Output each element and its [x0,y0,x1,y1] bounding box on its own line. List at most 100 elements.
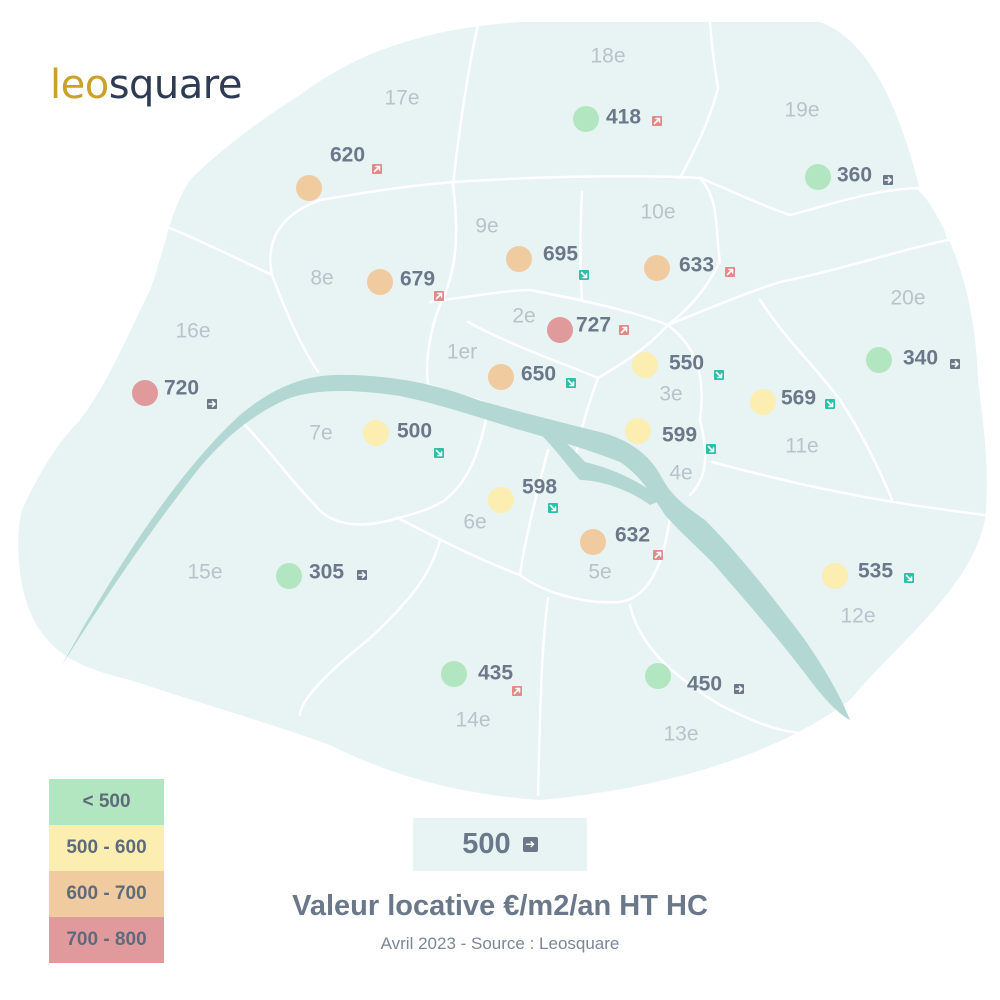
marker-dot [866,347,892,373]
trend-down-icon [434,448,444,458]
marker-value: 633 [679,254,714,277]
arrondissement-label: 15e [187,561,222,584]
rent-marker: 305 [276,561,367,589]
arrondissement-label: 6e [463,511,486,534]
rent-marker: 435 [441,661,522,696]
marker-value: 340 [903,347,938,370]
rent-marker: 727 [547,314,629,343]
rent-marker: 620 [296,144,382,201]
legend-item-500_600: 500 - 600 [49,825,164,871]
rent-marker: 340 [866,347,960,373]
legend-item-lt500: < 500 [49,779,164,825]
rent-marker: 418 [573,106,662,132]
trend-down-icon [714,370,724,380]
arrondissement-label: 9e [475,215,498,238]
marker-value: 679 [400,268,435,291]
legend-label: < 500 [82,791,131,812]
marker-dot [750,389,776,415]
marker-dot [645,663,671,689]
marker-value: 650 [521,363,556,386]
trend-up-icon [434,291,444,301]
trend-up-icon [372,164,382,174]
figure-source: Avril 2023 - Source : Leosquare [380,934,620,953]
trend-up-icon [652,116,662,126]
arrondissement-label: 19e [784,99,819,122]
marker-dot [506,246,532,272]
marker-value: 727 [576,314,611,337]
arrondissement-label: 12e [840,605,875,628]
marker-dot [573,106,599,132]
trend-up-icon [653,550,663,560]
marker-value: 695 [543,243,578,266]
trend-flat-icon [207,399,217,409]
flat-trend-icon: ➜ [522,837,538,852]
marker-value: 500 [397,420,432,443]
logo-part-1: leo [50,62,109,108]
marker-dot [547,317,573,343]
marker-dot [580,529,606,555]
marker-value: 720 [164,377,199,400]
rent-marker: 550 [632,352,724,380]
marker-dot [132,380,158,406]
legend-item-600_700: 600 - 700 [49,871,164,917]
marker-dot [488,487,514,513]
marker-dot [367,269,393,295]
rent-marker: 695 [506,243,589,280]
arrondissement-label: 7e [309,422,332,445]
legend-label: 500 - 600 [66,837,147,858]
marker-value: 418 [606,106,641,129]
marker-dot [625,418,651,444]
arrondissement-label: 3e [659,383,682,406]
arrondissement-label: 2e [512,305,535,328]
marker-value: 632 [615,524,650,547]
marker-value: 620 [330,144,365,167]
logo-part-2: square [108,62,243,108]
trend-up-icon [725,267,735,277]
rent-marker: 632 [580,524,663,560]
trend-down-icon [706,444,716,454]
trend-down-icon [566,378,576,388]
key-value: 500 [462,828,511,860]
rent-marker: 679 [367,268,444,301]
arrondissement-label: 1er [447,341,477,364]
arrondissement-labels: 18e 17e 19e 9e 10e 8e 16e 2e 20e 1er 3e 7e 11e 4e 6e 15… [175,45,925,746]
rent-marker: 569 [750,387,835,415]
rent-marker: 500 [363,420,444,458]
seine-island [525,414,662,505]
marker-dot [441,661,467,687]
trend-up-icon [619,325,629,335]
marker-value: 450 [687,673,722,696]
arrondissement-borders [168,20,987,797]
marker-dot [632,352,658,378]
marker-dot [644,255,670,281]
arrondissement-label: 11e [785,435,818,458]
marker-value: 360 [837,164,872,187]
trend-down-icon [825,399,835,409]
trend-flat-icon [883,175,893,185]
arrondissement-label: 17e [384,87,419,110]
marker-dot [296,175,322,201]
marker-dot [805,164,831,190]
trend-down-icon [548,503,558,513]
rent-marker: 599 [625,418,716,454]
arrondissement-label: 13e [663,723,698,746]
leosquare-logo: leosquare [50,62,242,108]
rent-marker: 535 [822,560,914,589]
marker-dot [276,563,302,589]
arrondissement-label: 10e [640,201,675,224]
marker-value: 435 [478,662,513,685]
rent-markers: 418 620 360 695 633 679 727 340 720 550 650 569 500 5… [132,106,960,696]
marker-dot [363,420,389,446]
trend-up-icon [512,686,522,696]
marker-value: 535 [858,560,893,583]
arrondissement-label: 4e [669,462,692,485]
figure-title: Valeur locative €/m2/an HT HC [292,890,708,922]
arrondissement-label: 18e [590,45,625,68]
rent-marker: 720 [132,377,217,409]
legend-label: 600 - 700 [66,883,147,904]
rent-marker: 360 [805,164,893,190]
marker-value: 598 [522,476,557,499]
price-legend: < 500 500 - 600 600 - 700 700 - 800 [49,779,164,963]
